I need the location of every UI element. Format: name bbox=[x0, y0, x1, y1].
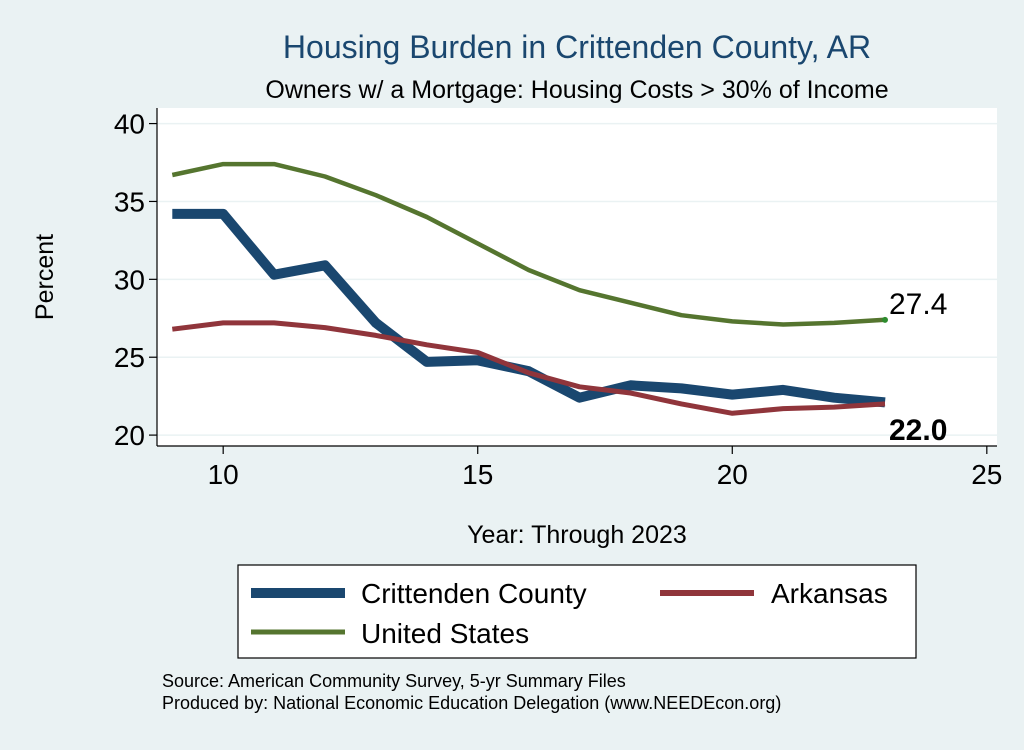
y-axis-label: Percent bbox=[31, 234, 59, 320]
legend-label-united-states: United States bbox=[361, 618, 529, 649]
x-ticks: 10 15 20 25 bbox=[208, 446, 1002, 490]
series-lines bbox=[171, 161, 886, 416]
annotations: 27.4 22.0 bbox=[882, 288, 947, 447]
y-tick-label: 30 bbox=[114, 264, 145, 295]
y-tick-label: 35 bbox=[114, 186, 145, 217]
legend-label-arkansas: Arkansas bbox=[771, 578, 888, 609]
end-point-marker bbox=[882, 316, 888, 323]
series-line-arkansas bbox=[171, 320, 886, 416]
legend: Crittenden County Arkansas United States bbox=[237, 564, 917, 659]
x-tick-label: 20 bbox=[717, 459, 748, 490]
chart-subtitle: Owners w/ a Mortgage: Housing Costs > 30… bbox=[265, 76, 888, 104]
y-tick-label: 25 bbox=[114, 342, 145, 373]
chart-title: Housing Burden in Crittenden County, AR bbox=[283, 29, 871, 65]
end-value-label: 27.4 bbox=[889, 288, 947, 321]
y-ticks: 20 25 30 35 40 bbox=[114, 109, 157, 451]
x-axis-label: Year: Through 2023 bbox=[467, 521, 687, 549]
legend-label-crittenden-county: Crittenden County bbox=[361, 578, 587, 609]
y-tick-label: 40 bbox=[114, 109, 145, 140]
plot-area bbox=[157, 108, 997, 446]
y-tick-label: 20 bbox=[114, 420, 145, 451]
gridlines bbox=[157, 122, 997, 436]
legend-box bbox=[237, 564, 917, 659]
end-value-label: 22.0 bbox=[889, 414, 947, 447]
source-note: Source: American Community Survey, 5-yr … bbox=[162, 671, 626, 691]
x-tick-label: 15 bbox=[462, 459, 493, 490]
series-line-united-states bbox=[171, 161, 886, 327]
x-tick-label: 10 bbox=[208, 459, 239, 490]
x-tick-label: 25 bbox=[971, 459, 1002, 490]
producer-note: Produced by: National Economic Education… bbox=[162, 693, 781, 713]
